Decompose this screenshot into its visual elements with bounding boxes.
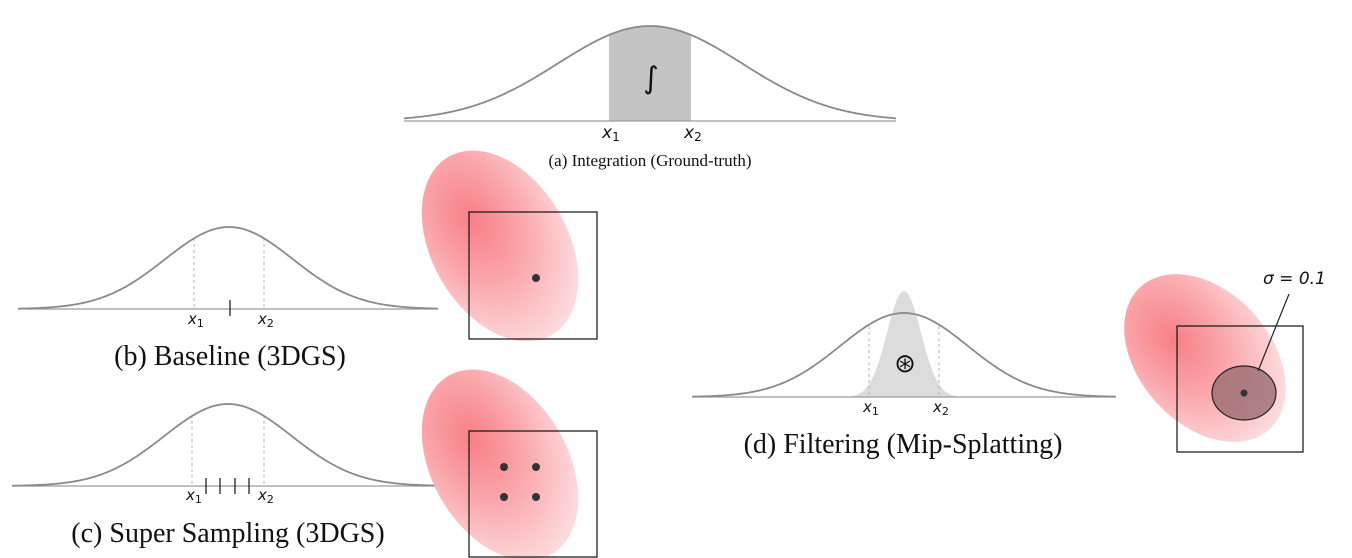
label-x2-a: x2 [683,123,702,144]
pixel-frame-d [1176,325,1304,453]
filter-kernel-area [842,291,966,397]
label-x1-c: x1 [185,486,202,506]
label-x1-d: x1 [862,398,879,418]
sample-point-c-1 [500,463,508,471]
sigma-pointer-line [1257,293,1290,372]
sigma-label: σ = 0.1 [1263,269,1326,289]
gaussian-curve-b [17,226,439,310]
gaussian-curve-c [11,403,445,487]
sample-point-c-4 [532,493,540,501]
label-x1-b: x1 [187,310,204,330]
pixel-frame-b [468,211,598,340]
gaussian-curve-d [691,312,1117,398]
label-x2-c: x2 [257,486,274,506]
caption-d: (d) Filtering (Mip-Splatting) [744,429,1063,460]
pixel-frame-c [468,430,598,558]
panel-a: ∫ x1 x2 (a) Integration (Ground-truth) [403,25,897,170]
sample-point-c-3 [500,493,508,501]
integral-symbol: ∫ [643,61,659,96]
caption-a: (a) Integration (Ground-truth) [549,151,752,170]
convolution-symbol: ⊛ [894,349,916,379]
integral-shaded-area [609,26,691,121]
gaussian-splat-b [421,150,579,342]
sample-point-c-2 [532,463,540,471]
caption-c: (c) Super Sampling (3DGS) [71,518,384,549]
label-x2-d: x2 [932,398,949,418]
caption-b: (b) Baseline (3DGS) [114,341,346,372]
label-x1-a: x1 [601,123,620,144]
panel-c: x1 x2 (c) Super Sampling (3DGS) [11,369,598,558]
gaussian-curve-a [403,25,897,120]
sample-point-b [532,274,540,282]
label-x2-b: x2 [257,310,274,330]
filter-center-point [1240,389,1248,397]
gaussian-splat-c [421,369,579,558]
panel-b: x1 x2 (b) Baseline (3DGS) [17,150,598,372]
panel-d: ⊛ x1 x2 (d) Filtering (Mip-Splatting) σ … [691,269,1326,460]
